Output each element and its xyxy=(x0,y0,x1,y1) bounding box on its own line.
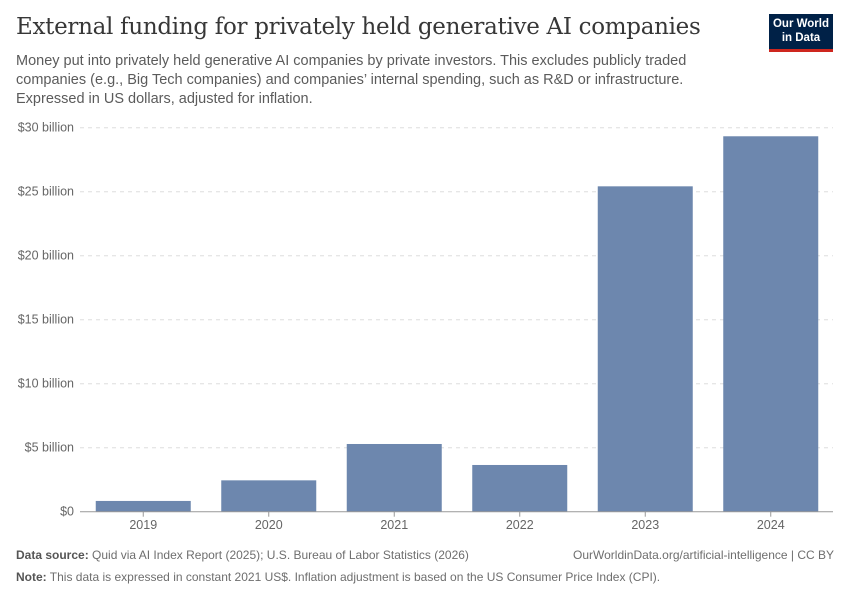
logo-line1: Our World xyxy=(772,18,829,30)
source-label: Data source: xyxy=(16,548,89,562)
note-text: This data is expressed in constant 2021 … xyxy=(49,570,661,584)
y-tick-label: $5 billion xyxy=(25,441,74,455)
bar-2023 xyxy=(597,186,693,512)
data-source: Data source: Quid via AI Index Report (2… xyxy=(16,548,469,562)
y-tick-label: $0 xyxy=(60,505,74,519)
x-tick-label: 2022 xyxy=(506,518,534,532)
bar-2020 xyxy=(221,480,317,512)
x-tick-label: 2024 xyxy=(757,518,785,532)
y-tick-label: $25 billion xyxy=(18,185,74,199)
source-url[interactable]: OurWorldinData.org/artificial-intelligen… xyxy=(573,548,834,562)
note: Note: This data is expressed in constant… xyxy=(16,570,660,584)
y-tick-label: $15 billion xyxy=(18,313,74,327)
bar-2019 xyxy=(95,500,191,512)
owid-logo[interactable]: Our World in Data xyxy=(769,14,833,52)
chart-subtitle: Money put into privately held generative… xyxy=(16,53,687,107)
source-text[interactable]: Quid via AI Index Report (2025); U.S. Bu… xyxy=(92,548,469,562)
x-tick-label: 2023 xyxy=(631,518,659,532)
x-tick-label: 2021 xyxy=(380,518,408,532)
bar-2022 xyxy=(472,464,568,512)
chart-title: External funding for privately held gene… xyxy=(16,14,701,40)
x-tick-label: 2020 xyxy=(255,518,283,532)
logo-line2: in Data xyxy=(781,32,821,44)
y-tick-label: $30 billion xyxy=(18,121,74,135)
y-tick-label: $20 billion xyxy=(18,249,74,263)
note-label: Note: xyxy=(16,570,47,584)
y-tick-label: $10 billion xyxy=(18,377,74,391)
bar-2024 xyxy=(723,136,819,512)
x-tick-label: 2019 xyxy=(129,518,157,532)
bar-2021 xyxy=(346,443,442,512)
